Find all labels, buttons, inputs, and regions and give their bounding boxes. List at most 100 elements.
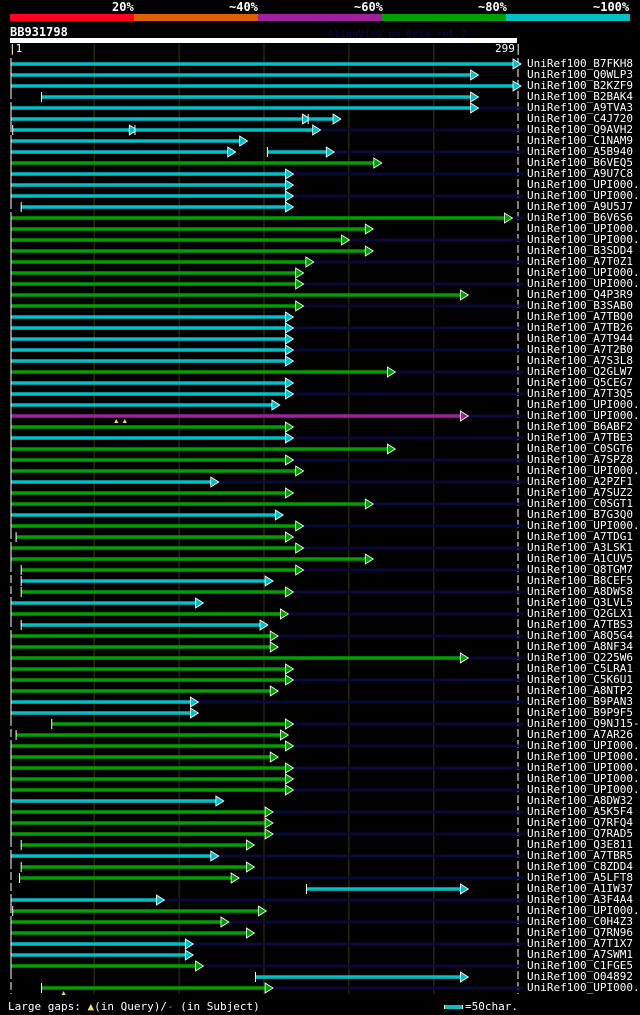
hit-label[interactable]: UniRef100_A7TDG1 [527, 530, 633, 543]
hit-label[interactable]: UniRef100_A5LFT8 [527, 871, 633, 884]
hit-label[interactable]: UniRef100_A3F4A4 [527, 893, 633, 906]
hit-label[interactable]: UniRef100_A7T0Z1 [527, 255, 633, 268]
hit-label[interactable]: UniRef100_B3SAB0 [527, 299, 633, 312]
hit-label[interactable]: UniRef100_Q7RFQ4 [527, 816, 633, 829]
hit-label[interactable]: UniRef100_A3LSK1 [527, 541, 633, 554]
hit-end-arrow [285, 388, 295, 400]
hit-label[interactable]: UniRef100_UPI000.. [527, 189, 640, 202]
hit-label[interactable]: UniRef100_UPI000.. [527, 761, 640, 774]
hit-label[interactable]: UniRef100_A7TBQ0 [527, 310, 633, 323]
hit-label[interactable]: UniRef100_A7TB26 [527, 321, 633, 334]
hit-label[interactable]: UniRef100_C0H4Z3 [527, 915, 633, 928]
hit-label[interactable]: UniRef100_A7TBE3 [527, 431, 633, 444]
hit-label[interactable]: UniRef100_A8Q5G4 [527, 629, 633, 642]
hit-label[interactable]: UniRef100_A2PZF1 [527, 475, 633, 488]
hit-label[interactable]: UniRef100_B2BAK4 [527, 90, 633, 103]
hit-label[interactable]: UniRef100_B6VEQ5 [527, 156, 633, 169]
hit-label[interactable]: UniRef100_UPI000.. [527, 981, 640, 994]
hit-label[interactable]: UniRef100_B6ABF2 [527, 420, 633, 433]
hit-label[interactable]: UniRef100_Q5CEG7 [527, 376, 633, 389]
hit-end-arrow [269, 630, 279, 642]
hit-label[interactable]: UniRef100_B9PAN3 [527, 695, 633, 708]
hit-label[interactable]: UniRef100_A7SUZ2 [527, 486, 633, 499]
hit-end-arrow [269, 751, 279, 763]
hit-label[interactable]: UniRef100_A7TBS3 [527, 618, 633, 631]
hit-label[interactable]: UniRef100_C1FGE5 [527, 959, 633, 972]
hit-label[interactable]: UniRef100_Q7RN96 [527, 926, 633, 939]
hit-label[interactable]: UniRef100_UPI000.. [527, 178, 640, 191]
hit-end-arrow [269, 641, 279, 653]
hit-end-arrow [285, 762, 295, 774]
hit-label[interactable]: UniRef100_Q2GLX1 [527, 607, 633, 620]
hit-label[interactable]: UniRef100_A7S3L8 [527, 354, 633, 367]
hit-label[interactable]: UniRef100_UPI000.. [527, 277, 640, 290]
hit-label[interactable]: UniRef100_UPI000.. [527, 233, 640, 246]
scale-segment-60 [258, 14, 382, 21]
hit-label[interactable]: UniRef100_UPI000.. [527, 519, 640, 532]
hit-label[interactable]: UniRef100_C4J720 [527, 112, 633, 125]
hit-label[interactable]: UniRef100_A7T1X7 [527, 937, 633, 950]
hit-label[interactable]: UniRef100_B9P9F5 [527, 706, 633, 719]
hit-label[interactable]: UniRef100_A7TBR5 [527, 849, 633, 862]
hit-label[interactable]: UniRef100_A9TVA3 [527, 101, 633, 114]
hit-label[interactable]: UniRef100_C5LRA1 [527, 662, 633, 675]
hit-end-arrow [295, 267, 305, 279]
hit-label[interactable]: UniRef100_A9U7C8 [527, 167, 633, 180]
hit-label[interactable]: UniRef100_Q2GLW7 [527, 365, 633, 378]
hit-label[interactable]: UniRef100_C5K6U1 [527, 673, 633, 686]
hit-end-arrow [341, 234, 351, 246]
pct-label-40: ~40% [229, 0, 258, 14]
hit-label[interactable]: UniRef100_UPI000.. [527, 398, 640, 411]
hit-label[interactable]: UniRef100_A9U5J7 [527, 200, 633, 213]
hit-label[interactable]: UniRef100_B2KZF9 [527, 79, 633, 92]
hit-label[interactable]: UniRef100_UPI000.. [527, 739, 640, 752]
hit-label[interactable]: UniRef100_B7FKH8 [527, 57, 633, 70]
hit-label[interactable]: UniRef100_UPI000.. [527, 464, 640, 477]
hit-label[interactable]: UniRef100_Q7RAD5 [527, 827, 633, 840]
hit-label[interactable]: UniRef100_B8CEF5 [527, 574, 633, 587]
hit-label[interactable]: UniRef100_C8ZDD4 [527, 860, 633, 873]
hit-label[interactable]: UniRef100_UPI000.. [527, 409, 640, 422]
hit-label[interactable]: UniRef100_UPI000.. [527, 904, 640, 917]
hit-end-arrow [128, 124, 139, 136]
hit-label[interactable]: UniRef100_Q3LVL5 [527, 596, 633, 609]
hit-label[interactable]: UniRef100_A7T944 [527, 332, 633, 345]
hit-label[interactable]: UniRef100_Q4P3R9 [527, 288, 633, 301]
hit-label[interactable]: UniRef100_A1CUV5 [527, 552, 633, 565]
hit-label[interactable]: UniRef100_UPI000.. [527, 783, 640, 796]
hit-end-arrow [373, 157, 383, 169]
hit-label[interactable]: UniRef100_B3SDD4 [527, 244, 633, 257]
hit-end-arrow [386, 366, 397, 378]
hit-label[interactable]: UniRef100_A5K5F4 [527, 805, 633, 818]
hit-label[interactable]: UniRef100_Q8TGM7 [527, 563, 633, 576]
hit-label[interactable]: UniRef100_Q3E811 [527, 838, 633, 851]
hit-label[interactable]: UniRef100_Q9NJ15-3 [527, 717, 640, 730]
hit-label[interactable]: UniRef100_A7T3Q5 [527, 387, 633, 400]
hit-label[interactable]: UniRef100_A7SPZ8 [527, 453, 633, 466]
hit-label[interactable]: UniRef100_A7T2B0 [527, 343, 633, 356]
hit-end-arrow [285, 344, 295, 356]
hit-label[interactable]: UniRef100_UPI000.. [527, 772, 640, 785]
hit-label[interactable]: UniRef100_B6V6S6 [527, 211, 633, 224]
hit-label[interactable]: UniRef100_A8NTP2 [527, 684, 633, 697]
hit-label[interactable]: UniRef100_Q9AVH2 [527, 123, 633, 136]
hit-label[interactable]: UniRef100_B7G3Q0 [527, 508, 633, 521]
hit-label[interactable]: UniRef100_UPI000.. [527, 266, 640, 279]
hit-label[interactable]: UniRef100_C0SGT6 [527, 442, 633, 455]
subject-gap-icon: - [166, 1000, 174, 1013]
hit-label[interactable]: UniRef100_A7AR26 [527, 728, 633, 741]
hit-label[interactable]: UniRef100_A8NF34 [527, 640, 633, 653]
hit-label[interactable]: UniRef100_Q0WLP3 [527, 68, 633, 81]
hit-label[interactable]: UniRef100_A7SWM1 [527, 948, 633, 961]
hit-label[interactable]: UniRef100_C1NAM9 [527, 134, 633, 147]
hit-label[interactable]: UniRef100_Q225W6 [527, 651, 633, 664]
hit-label[interactable]: UniRef100_C0SGT1 [527, 497, 633, 510]
hit-label[interactable]: UniRef100_A8DW32 [527, 794, 633, 807]
hit-label[interactable]: UniRef100_A5B940 [527, 145, 633, 158]
hit-end-arrow [459, 652, 470, 664]
hit-label[interactable]: UniRef100_A1IW37 [527, 882, 633, 895]
hit-label[interactable]: UniRef100_UPI000.. [527, 222, 640, 235]
hit-label[interactable]: UniRef100_UPI000.. [527, 750, 640, 763]
hit-label[interactable]: UniRef100_A8DWS8 [527, 585, 633, 598]
hit-label[interactable]: UniRef100_O04892 [527, 970, 633, 983]
